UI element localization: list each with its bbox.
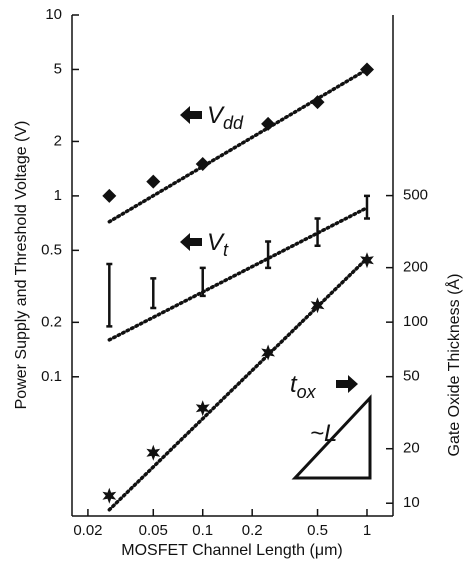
- annotation: ~L: [310, 420, 337, 447]
- y-tick-label: 0.5: [41, 241, 62, 258]
- trend-line: [107, 205, 369, 342]
- annotation-text: V: [207, 102, 225, 129]
- range-bar: [106, 262, 113, 328]
- arrow: [336, 375, 358, 393]
- diamond-marker: [146, 174, 161, 189]
- diamond-marker: [261, 116, 276, 131]
- star-marker: [261, 344, 275, 361]
- diamond-marker: [195, 157, 210, 172]
- star-marker: [195, 400, 210, 417]
- y-tick-label: 2: [54, 132, 62, 149]
- star-marker: [360, 252, 374, 269]
- annotation: tox: [290, 371, 317, 401]
- y-axis-label: Power Supply and Threshold Voltage (V): [13, 121, 30, 410]
- x-tick-label: 1: [363, 522, 371, 539]
- range-bar: [265, 240, 272, 270]
- y2-tick-label: 20: [403, 440, 420, 457]
- range-bar: [199, 266, 206, 298]
- x-tick-label: 0.5: [307, 522, 328, 539]
- y-tick-label: 1: [54, 187, 62, 204]
- range-bar: [363, 194, 370, 220]
- x-tick-label: 0.02: [73, 522, 102, 539]
- diamond-marker: [102, 188, 117, 203]
- x-tick-label: 0.05: [139, 522, 168, 539]
- annotation-text: t: [290, 371, 298, 398]
- x-axis-label: MOSFET Channel Length (μm): [121, 542, 342, 559]
- trend-line: [107, 256, 369, 512]
- arrow: [180, 233, 202, 251]
- arrow: [180, 106, 202, 124]
- trend-line: [107, 67, 369, 224]
- annotation-text: ~L: [310, 420, 337, 447]
- y2-tick-label: 500: [403, 187, 428, 204]
- x-tick-label: 0.1: [192, 522, 213, 539]
- slope-triangle: [291, 394, 372, 480]
- y-tick-label: 0.2: [41, 313, 62, 330]
- y2-tick-label: 100: [403, 313, 428, 330]
- star-marker: [146, 444, 161, 461]
- annotation-subscript: dd: [223, 113, 244, 133]
- annotation-text: V: [207, 229, 225, 256]
- annotation: Vt: [207, 229, 229, 259]
- annotation-subscript: t: [223, 240, 229, 260]
- range-bar: [150, 277, 157, 310]
- range-bar: [314, 217, 321, 248]
- y2-tick-label: 50: [403, 368, 420, 385]
- annotation-subscript: ox: [297, 382, 317, 402]
- y2-axis-label: Gate Oxide Thickness (Å): [444, 274, 463, 457]
- annotation: Vdd: [207, 102, 244, 132]
- y-tick-label: 0.1: [41, 368, 62, 385]
- diamond-marker: [359, 62, 374, 77]
- y-tick-label: 10: [45, 6, 62, 23]
- y-tick-label: 5: [54, 60, 62, 77]
- x-tick-label: 0.2: [242, 522, 263, 539]
- diamond-marker: [310, 95, 325, 110]
- y2-tick-label: 10: [403, 494, 420, 511]
- star-marker: [310, 297, 325, 314]
- y2-tick-label: 200: [403, 259, 428, 276]
- star-marker: [102, 487, 117, 504]
